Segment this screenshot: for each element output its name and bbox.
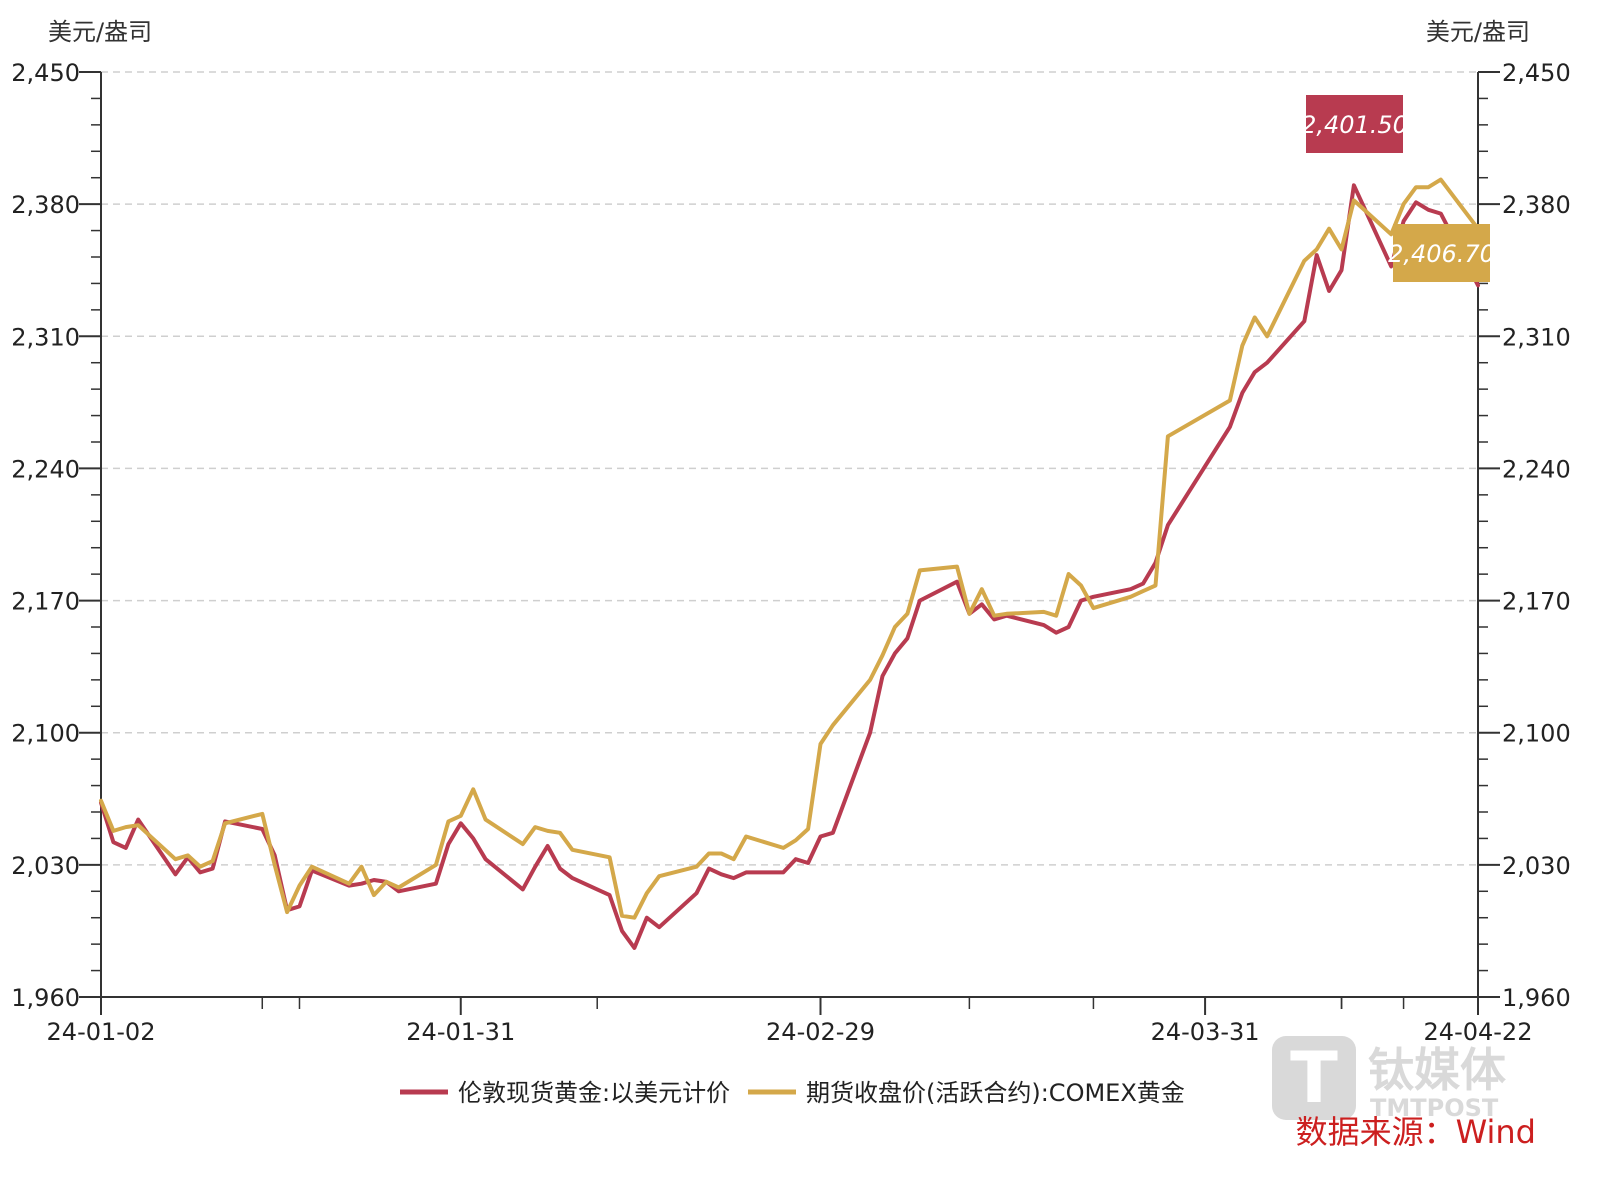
axes	[100, 72, 1479, 998]
right-y-tick-label: 2,450	[1502, 59, 1571, 87]
grid-lines	[101, 71, 1478, 866]
legend-label-2: 期货收盘价(活跃合约):COMEX黄金	[806, 1079, 1185, 1107]
left-y-tick-label: 2,310	[11, 323, 80, 351]
series-line-1	[99, 183, 1480, 950]
right-y-tick-label: 1,960	[1502, 984, 1571, 1012]
right-y-tick-label: 2,100	[1502, 720, 1571, 748]
callout-box-2	[1393, 224, 1490, 282]
callout-value-2: 2,406.70	[1388, 240, 1495, 268]
x-tick-label: 24-01-02	[47, 1018, 156, 1046]
watermark-en: TMTPOST	[1370, 1094, 1499, 1122]
x-tick-label: 24-02-29	[766, 1018, 875, 1046]
watermark-cn: 钛媒体	[1368, 1043, 1506, 1097]
left-unit-label: 美元/盎司	[48, 18, 152, 46]
right-y-tick-label: 2,380	[1502, 191, 1571, 219]
series-line-2	[99, 177, 1480, 920]
legend: 伦敦现货黄金:以美元计价 期货收盘价(活跃合约):COMEX黄金	[400, 1079, 1185, 1107]
value-callouts: 2,401.50 2,406.70	[1301, 95, 1495, 282]
left-y-tick-label: 1,960	[11, 984, 80, 1012]
callout-box-1	[1306, 95, 1403, 153]
right-unit-label: 美元/盎司	[1426, 18, 1530, 46]
axis-ticks: 1,960 1,960 2,030 2,030 2,100 2,100 2,170 2,170…	[11, 59, 1570, 1046]
tmtpost-watermark: T 钛媒体 TMTPOST	[1272, 1036, 1506, 1122]
right-y-tick-label: 2,030	[1502, 852, 1571, 880]
left-y-tick-label: 2,380	[11, 191, 80, 219]
tmtpost-logo-icon	[1272, 1036, 1356, 1120]
right-y-tick-label: 2,240	[1502, 455, 1571, 483]
left-y-tick-label: 2,030	[11, 852, 80, 880]
left-y-tick-label: 2,100	[11, 720, 80, 748]
legend-label-1: 伦敦现货黄金:以美元计价	[458, 1079, 730, 1107]
tmtpost-logo-letter: T	[1290, 1037, 1338, 1119]
right-y-tick-label: 2,170	[1502, 588, 1571, 616]
callout-value-1: 2,401.50	[1301, 111, 1408, 139]
left-y-tick-label: 2,170	[11, 588, 80, 616]
series-lines	[99, 177, 1480, 950]
left-y-tick-label: 2,450	[11, 59, 80, 87]
x-tick-label: 24-04-22	[1424, 1018, 1533, 1046]
left-y-tick-label: 2,240	[11, 455, 80, 483]
x-tick-label: 24-03-31	[1151, 1018, 1260, 1046]
data-source: 数据来源：Wind	[1296, 1113, 1536, 1151]
right-y-tick-label: 2,310	[1502, 323, 1571, 351]
x-tick-label: 24-01-31	[406, 1018, 515, 1046]
